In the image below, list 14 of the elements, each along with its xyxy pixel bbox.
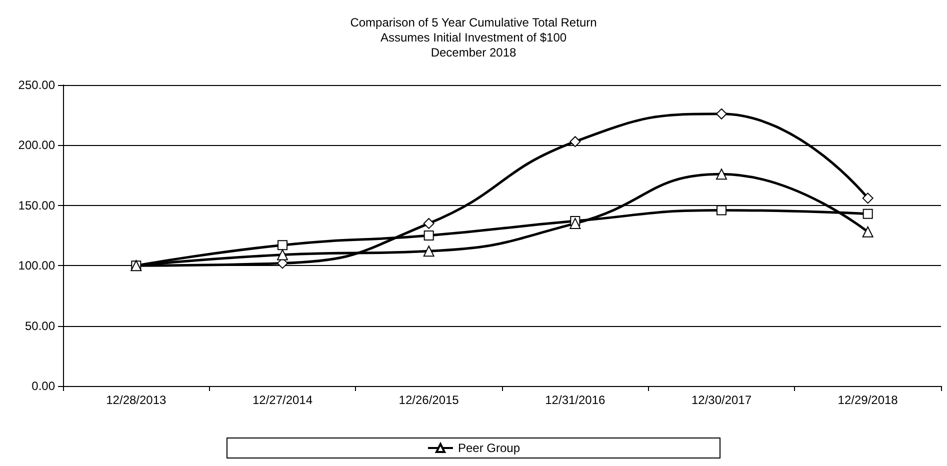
x-tick-label: 12/31/2016 bbox=[545, 393, 606, 407]
y-tick-label: 100.00 bbox=[18, 258, 56, 273]
y-tick-label: 150.00 bbox=[18, 198, 56, 212]
y-tick-label: 50.00 bbox=[24, 318, 56, 333]
y-tick-label: 200.00 bbox=[18, 138, 56, 152]
y-tick-label: 250.00 bbox=[18, 78, 56, 92]
y-tick-label: 0.00 bbox=[32, 379, 56, 393]
legend-label: Peer Group bbox=[458, 441, 520, 455]
x-tick-label: 12/26/2015 bbox=[398, 393, 460, 407]
chart-title: Comparison of 5 Year Cumulative Total Return Assumes Initial Investment of $100 December 2018 bbox=[350, 16, 597, 60]
x-tick-label: 12/27/2014 bbox=[252, 393, 313, 407]
x-tick-label: 12/29/2018 bbox=[838, 393, 898, 407]
x-tick-label: 12/28/2013 bbox=[106, 393, 167, 407]
x-tick-label: 12/30/2017 bbox=[691, 393, 752, 407]
